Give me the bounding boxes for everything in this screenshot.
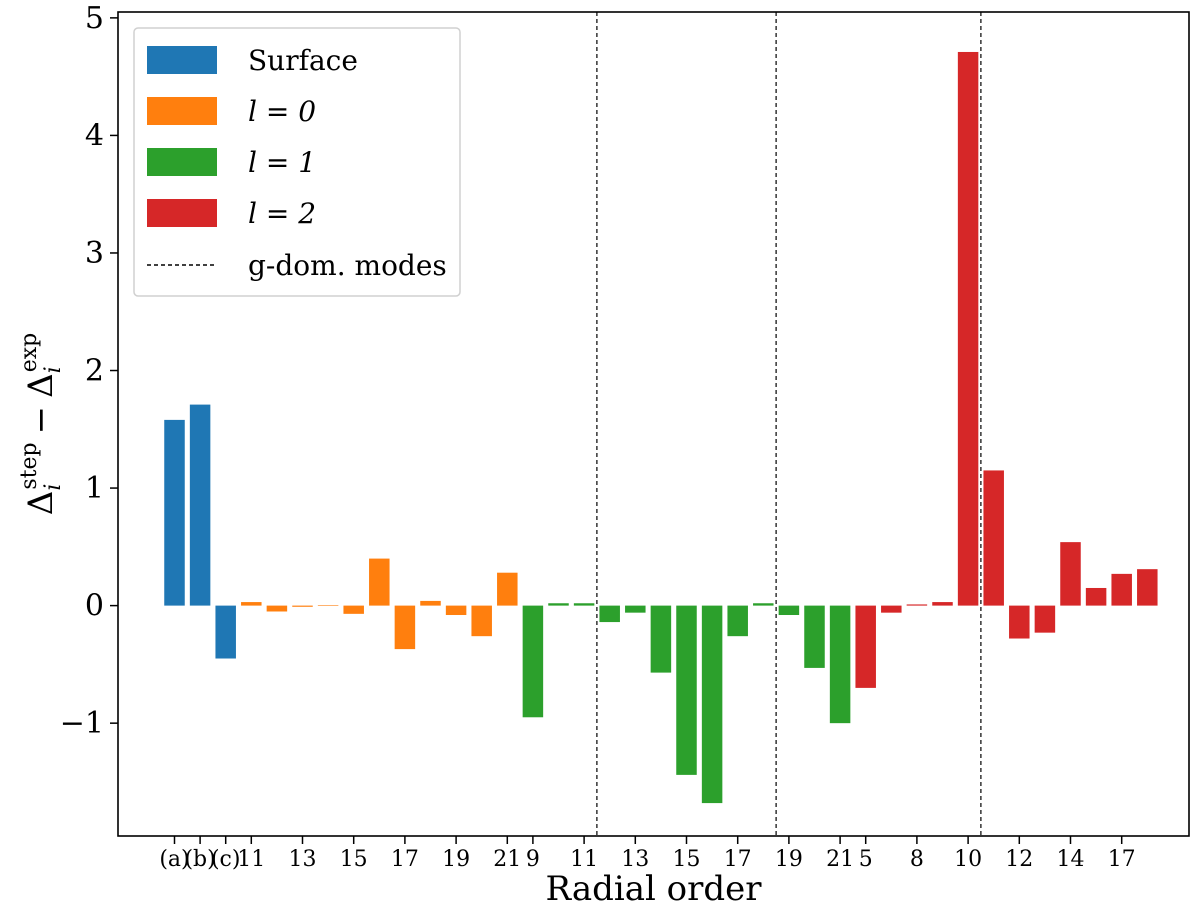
- legend-label-g-dom: g-dom. modes: [248, 249, 447, 282]
- bar-l2-0: [855, 605, 876, 688]
- bar-l1-4: [625, 605, 646, 613]
- y-tick-label-2: 1: [85, 471, 104, 506]
- bar-l1-10: [778, 605, 800, 616]
- bar-l1-3: [599, 605, 620, 623]
- bar-l0-9: [471, 605, 492, 637]
- y-label-delta-2: Δ: [21, 373, 61, 398]
- bar-l1-2: [573, 603, 595, 606]
- plot-frame: [117, 11, 1190, 837]
- legend-swatch-surface: [147, 46, 217, 74]
- bar-l2-4: [957, 51, 979, 606]
- x-tick-label-12: 15: [673, 847, 701, 872]
- x-tick-label-3: 11: [237, 847, 265, 872]
- bar-l2-11: [1137, 569, 1158, 606]
- g-dom-lines-group: [596, 12, 982, 836]
- bar-l0-7: [420, 600, 441, 606]
- x-tick-label-0: (a): [159, 847, 189, 872]
- x-tick-label-17: 8: [910, 847, 924, 872]
- x-tick-label-11: 13: [621, 847, 649, 872]
- bar-l0-5: [369, 558, 390, 606]
- bar-l1-11: [804, 605, 825, 668]
- bars-group: [164, 51, 1158, 804]
- y-tick-label-5: 4: [85, 118, 104, 153]
- x-tick-label-19: 12: [1005, 847, 1033, 872]
- bar-l1-0: [522, 605, 544, 718]
- legend-label-surface: Surface: [248, 44, 358, 77]
- bar-l2-1: [881, 605, 902, 613]
- legend-label-l2: l = 2: [248, 197, 316, 230]
- svg-text:Δistep−Δiexp: Δistep−Δiexp: [17, 333, 66, 515]
- legend-swatch-l1: [147, 148, 217, 176]
- x-tick-label-21: 17: [1108, 847, 1136, 872]
- bar-l2-10: [1111, 573, 1132, 606]
- y-tick-label-3: 2: [85, 354, 104, 389]
- y-tick-label-4: 3: [85, 236, 104, 271]
- legend-label-l1: l = 1: [248, 146, 316, 179]
- bar-l0-6: [394, 605, 416, 650]
- bar-l0-8: [445, 605, 467, 616]
- bar-l1-8: [727, 605, 748, 637]
- x-tick-label-10: 11: [570, 847, 598, 872]
- x-tick-label-9: 9: [526, 847, 540, 872]
- x-tick-label-16: 5: [859, 847, 873, 872]
- bar-Surface-2: [215, 605, 236, 659]
- bar-l1-5: [650, 605, 672, 673]
- bar-l2-9: [1085, 587, 1107, 606]
- x-tick-label-1: (b): [184, 847, 215, 872]
- bar-l1-6: [676, 605, 697, 775]
- legend-swatch-l0: [147, 97, 217, 125]
- x-tick-label-20: 14: [1057, 847, 1085, 872]
- bar-l0-3: [317, 605, 339, 606]
- bar-Surface-1: [189, 404, 211, 606]
- x-tick-label-6: 17: [391, 847, 419, 872]
- bar-l2-7: [1034, 605, 1056, 633]
- x-tick-label-4: 13: [289, 847, 317, 872]
- bar-l0-10: [497, 572, 518, 606]
- x-tick-label-14: 19: [775, 847, 803, 872]
- axes-group: [117, 11, 1190, 837]
- x-ticks-group: (a)(b)(c)11 13 15 17 19 21 9 11 13 15 17 19 21 5 8 10 12…: [159, 836, 1136, 872]
- legend: Surface l = 0 l = 1 l = 2 g-dom. modes: [133, 27, 461, 297]
- y-ticks-group: −1 0 1 2 3 4 5: [60, 1, 118, 741]
- bar-l1-7: [701, 605, 723, 804]
- bar-l1-1: [548, 603, 569, 606]
- x-tick-label-8: 21: [493, 847, 521, 872]
- y-label-minus: −: [21, 406, 61, 435]
- x-tick-label-5: 15: [340, 847, 368, 872]
- y-tick-label-6: 5: [85, 1, 104, 36]
- legend-box: [133, 27, 461, 297]
- bar-l2-8: [1060, 542, 1081, 606]
- bar-Surface-0: [164, 419, 185, 606]
- y-label-delta-1: Δ: [21, 491, 61, 516]
- bar-l0-2: [292, 605, 313, 607]
- bar-l2-2: [906, 604, 928, 606]
- x-tick-label-15: 21: [826, 847, 854, 872]
- bar-l1-12: [829, 605, 851, 724]
- y-label-sub-1: i: [41, 484, 66, 491]
- bar-l1-9: [753, 603, 774, 606]
- bar-l2-5: [983, 470, 1004, 606]
- bar-l0-0: [241, 602, 262, 606]
- x-tick-label-18: 10: [954, 847, 982, 872]
- y-tick-label-0: −1: [60, 706, 104, 741]
- bar-l2-6: [1009, 605, 1030, 639]
- y-axis-label: Δistep−Δiexp: [17, 333, 66, 515]
- bar-l2-3: [932, 602, 953, 606]
- legend-label-l0: l = 0: [248, 95, 316, 128]
- x-tick-label-2: (c): [211, 847, 241, 872]
- bar-l0-1: [266, 605, 288, 612]
- bar-l0-4: [343, 605, 364, 614]
- y-label-sub-2: i: [41, 366, 66, 373]
- x-tick-label-7: 19: [442, 847, 470, 872]
- x-axis-label: Radial order: [545, 869, 762, 909]
- y-tick-label-1: 0: [85, 589, 104, 624]
- y-label-sup-1: step: [17, 442, 42, 489]
- x-tick-label-13: 17: [724, 847, 752, 872]
- legend-swatch-l2: [147, 199, 217, 227]
- y-label-sup-2: exp: [17, 333, 42, 373]
